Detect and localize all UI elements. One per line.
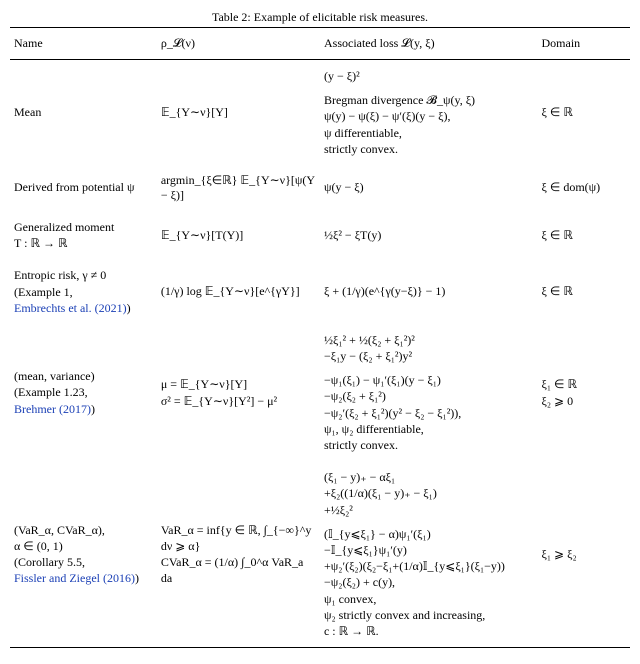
table-row: (mean, variance) (Example 1.23, Brehmer … [10, 324, 630, 461]
loss-text: ½ξ₁² + ½(ξ₂ + ξ₁²)² [324, 332, 534, 348]
domain-text: ξ₂ ⩾ 0 [542, 393, 626, 409]
loss-text: +ξ₂((1/α)(ξ₁ − y)₊ − ξ₁) [324, 485, 534, 501]
cell-rho: 𝔼_{Y∼ν}[Y] [157, 60, 320, 165]
domain-text: ξ₁ ∈ ℝ [542, 376, 626, 392]
loss-text: ψ₁, ψ₂ differentiable, [324, 421, 534, 437]
loss-text: +ψ₂′(ξ₂)(ξ₂−ξ₁+(1/α)𝕀_{y⩽ξ₁}(ξ₁−y)) [324, 558, 534, 574]
loss-text: ψ₂ strictly convex and increasing, [324, 607, 534, 623]
table-row: Derived from potential ψ argmin_{ξ∈ℝ} 𝔼_… [10, 165, 630, 211]
loss-text: strictly convex. [324, 141, 534, 157]
cell-domain: ξ ∈ ℝ [538, 259, 630, 324]
name-text: Generalized moment [14, 219, 153, 235]
cell-domain: ξ ∈ dom(ψ) [538, 165, 630, 211]
table-row: Entropic risk, γ ≠ 0 (Example 1, Embrech… [10, 259, 630, 324]
col-header-domain: Domain [538, 28, 630, 60]
loss-text: −ψ₂′(ξ₂ + ξ₁²)(y² − ξ₂ − ξ₁²)), [324, 405, 534, 421]
cell-rho: VaR_α = inf{y ∈ ℝ, ∫_{−∞}^y dν ⩾ α} CVaR… [157, 461, 320, 647]
name-text: (mean, variance) [14, 368, 153, 384]
cell-domain: ξ₁ ∈ ℝ ξ₂ ⩾ 0 [538, 324, 630, 461]
loss-text: ψ₁ convex, [324, 591, 534, 607]
cell-loss: ψ(y − ξ) [320, 165, 538, 211]
cell-domain: ξ₁ ⩾ ξ₂ [538, 461, 630, 647]
cell-loss: ½ξ² − ξT(y) [320, 211, 538, 259]
table-row: Generalized moment T : ℝ → ℝ 𝔼_{Y∼ν}[T(Y… [10, 211, 630, 259]
cell-rho: (1/γ) log 𝔼_{Y∼ν}[e^{γY}] [157, 259, 320, 324]
cell-loss: ½ξ₁² + ½(ξ₂ + ξ₁²)² −ξ₁y − (ξ₂ + ξ₁²)y² … [320, 324, 538, 461]
loss-text: ψ differentiable, [324, 125, 534, 141]
cell-name: (mean, variance) (Example 1.23, Brehmer … [10, 324, 157, 461]
rho-text: μ = 𝔼_{Y∼ν}[Y] [161, 376, 316, 392]
cell-name: Mean [10, 60, 157, 165]
loss-text: strictly convex. [324, 437, 534, 453]
loss-text: −ξ₁y − (ξ₂ + ξ₁²)y² [324, 348, 534, 364]
loss-text: (y − ξ)² [324, 68, 534, 84]
name-text: ) [135, 571, 139, 585]
name-text: ) [91, 402, 95, 416]
cell-name: Generalized moment T : ℝ → ℝ [10, 211, 157, 259]
name-text: α ∈ (0, 1) [14, 538, 153, 554]
cell-name: Entropic risk, γ ≠ 0 (Example 1, Embrech… [10, 259, 157, 324]
table-row: (VaR_α, CVaR_α), α ∈ (0, 1) (Corollary 5… [10, 461, 630, 647]
loss-text: −ψ₂(ξ₂ + ξ₁²) [324, 388, 534, 404]
cell-name: Derived from potential ψ [10, 165, 157, 211]
loss-text: ψ(y) − ψ(ξ) − ψ′(ξ)(y − ξ), [324, 108, 534, 124]
name-text: (Example 1.23, [14, 384, 153, 400]
rho-text: σ² = 𝔼_{Y∼ν}[Y²] − μ² [161, 393, 316, 409]
cell-rho: μ = 𝔼_{Y∼ν}[Y] σ² = 𝔼_{Y∼ν}[Y²] − μ² [157, 324, 320, 461]
name-text: (Example 1, [14, 284, 153, 300]
col-header-loss: Associated loss 𝓛(y, ξ) [320, 28, 538, 60]
cell-rho: 𝔼_{Y∼ν}[T(Y)] [157, 211, 320, 259]
citation-link[interactable]: Embrechts et al. (2021) [14, 301, 127, 315]
cell-rho: argmin_{ξ∈ℝ} 𝔼_{Y∼ν}[ψ(Y − ξ)] [157, 165, 320, 211]
citation-link[interactable]: Brehmer (2017) [14, 402, 91, 416]
cell-domain: ξ ∈ ℝ [538, 211, 630, 259]
name-text: Entropic risk, γ ≠ 0 [14, 267, 153, 283]
citation-link[interactable]: Fissler and Ziegel (2016) [14, 571, 135, 585]
loss-text: (𝕀_{y⩽ξ₁} − α)ψ₁′(ξ₁) [324, 526, 534, 542]
loss-text: +½ξ₂² [324, 502, 534, 518]
cell-loss: ξ + (1/γ)(e^{γ(y−ξ)} − 1) [320, 259, 538, 324]
rho-text: VaR_α = inf{y ∈ ℝ, ∫_{−∞}^y dν ⩾ α} [161, 522, 316, 554]
name-text: (Corollary 5.5, [14, 554, 153, 570]
cell-domain: ξ ∈ ℝ [538, 60, 630, 165]
name-text: (VaR_α, CVaR_α), [14, 522, 153, 538]
col-header-name: Name [10, 28, 157, 60]
header-row: Name ρ_𝓛(ν) Associated loss 𝓛(y, ξ) Doma… [10, 28, 630, 60]
cell-loss: (y − ξ)² Bregman divergence 𝓑_ψ(y, ξ) ψ(… [320, 60, 538, 165]
loss-text: (ξ₁ − y)₊ − αξ₁ [324, 469, 534, 485]
loss-text: Bregman divergence 𝓑_ψ(y, ξ) [324, 92, 534, 108]
table-row: Mean 𝔼_{Y∼ν}[Y] (y − ξ)² Bregman diverge… [10, 60, 630, 165]
cell-name: (VaR_α, CVaR_α), α ∈ (0, 1) (Corollary 5… [10, 461, 157, 647]
cell-loss: (ξ₁ − y)₊ − αξ₁ +ξ₂((1/α)(ξ₁ − y)₊ − ξ₁)… [320, 461, 538, 647]
col-header-rho: ρ_𝓛(ν) [157, 28, 320, 60]
name-text: T : ℝ → ℝ [14, 235, 153, 251]
name-text: ) [127, 301, 131, 315]
loss-text: −ψ₁(ξ₁) − ψ₁′(ξ₁)(y − ξ₁) [324, 372, 534, 388]
loss-text: c : ℝ → ℝ. [324, 623, 534, 639]
loss-text: −ψ₂(ξ₂) + c(y), [324, 574, 534, 590]
risk-measures-table: Name ρ_𝓛(ν) Associated loss 𝓛(y, ξ) Doma… [10, 27, 630, 648]
table-caption: Table 2: Example of elicitable risk meas… [10, 10, 630, 25]
rho-text: CVaR_α = (1/α) ∫_0^α VaR_a da [161, 554, 316, 586]
loss-text: −𝕀_{y⩽ξ₁}ψ₁′(y) [324, 542, 534, 558]
